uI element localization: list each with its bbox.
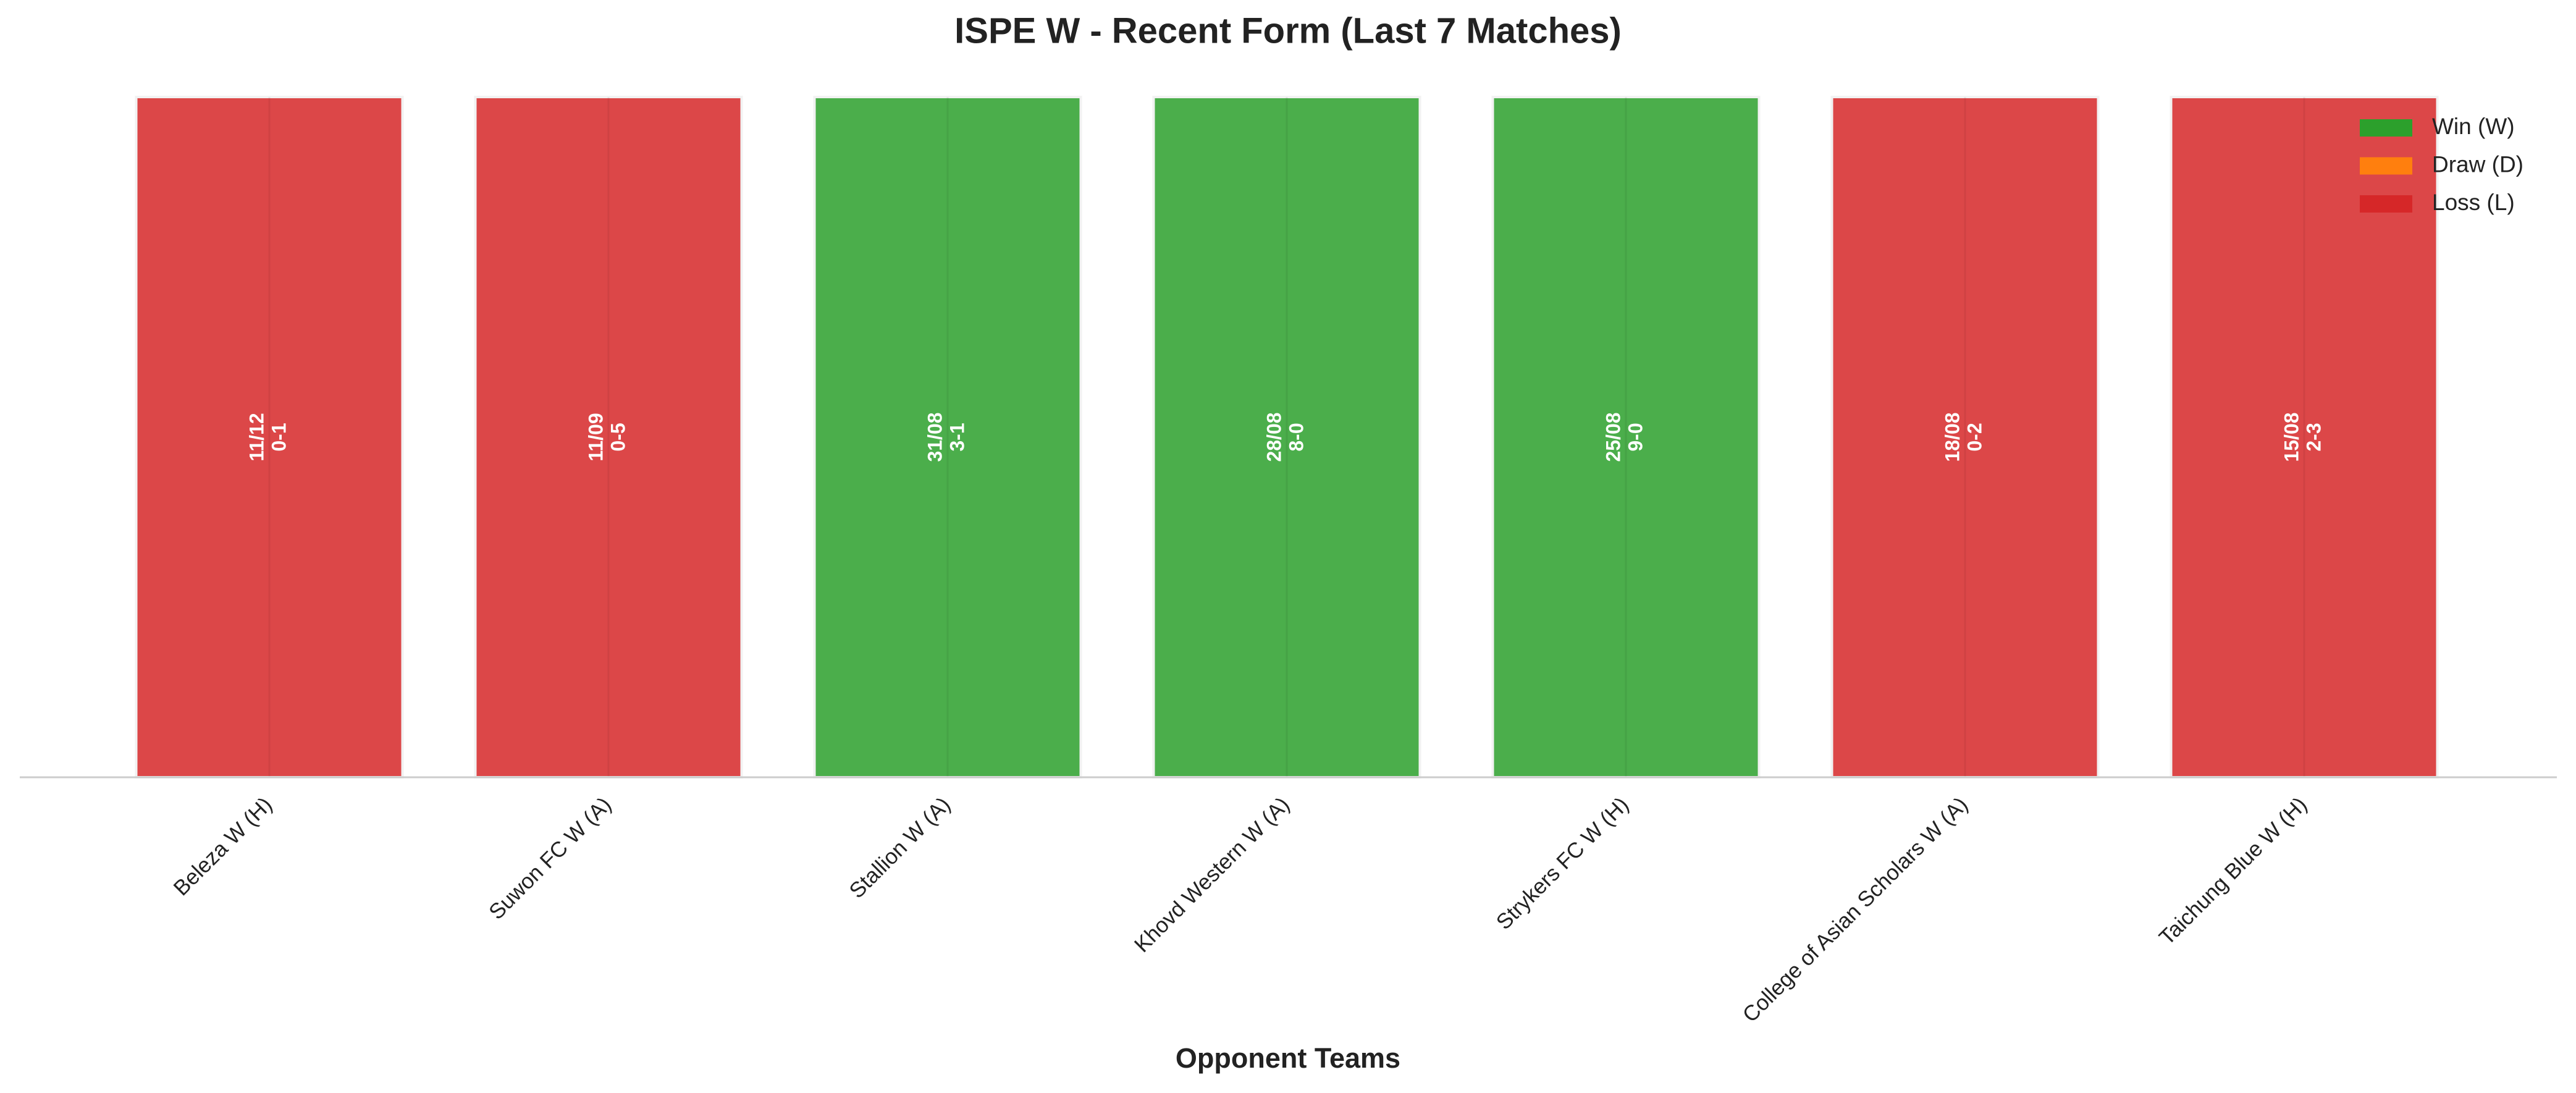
bar [474,96,743,779]
bar-date: 25/08 [1602,412,1624,462]
bar [1152,96,1421,779]
legend-label: Win (W) [2432,114,2515,139]
bar-score: 0-1 [267,423,290,451]
bar-score: 3-1 [946,423,968,451]
bar-date: 18/08 [1941,412,1963,462]
chart-title: ISPE W - Recent Form (Last 7 Matches) [954,11,1622,51]
bar-label: 11/09 0-5 [584,413,629,461]
bar [1830,96,2100,779]
bar-date: 28/08 [1263,412,1285,462]
legend-label: Draw (D) [2432,151,2523,177]
bar-label: 31/08 3-1 [924,412,968,462]
bar-label: 11/12 0-1 [245,413,290,461]
bar-score: 8-0 [1285,423,1307,451]
legend-swatch [2360,119,2412,137]
bar-date: 15/08 [2280,412,2302,462]
legend-swatch [2360,195,2412,213]
bar [813,96,1082,779]
legend-swatch [2360,157,2412,175]
x-axis-label: Opponent Teams [1176,1042,1400,1074]
bar-score: 9-0 [1624,423,1646,451]
bar-score: 0-5 [607,423,629,451]
legend-label: Loss (L) [2432,190,2515,215]
bar [1491,96,1761,779]
bar-score: 2-3 [2302,423,2325,451]
bar-label: 15/08 2-3 [2280,412,2325,462]
bar-date: 11/12 [245,413,267,461]
bar-label: 28/08 8-0 [1263,412,1307,462]
bar-date: 11/09 [584,413,607,461]
bar [135,96,404,779]
bar-score: 0-2 [1963,423,1985,451]
bar-label: 25/08 9-0 [1602,412,1646,462]
bar-date: 31/08 [924,412,946,462]
bar-label: 18/08 0-2 [1941,412,1985,462]
